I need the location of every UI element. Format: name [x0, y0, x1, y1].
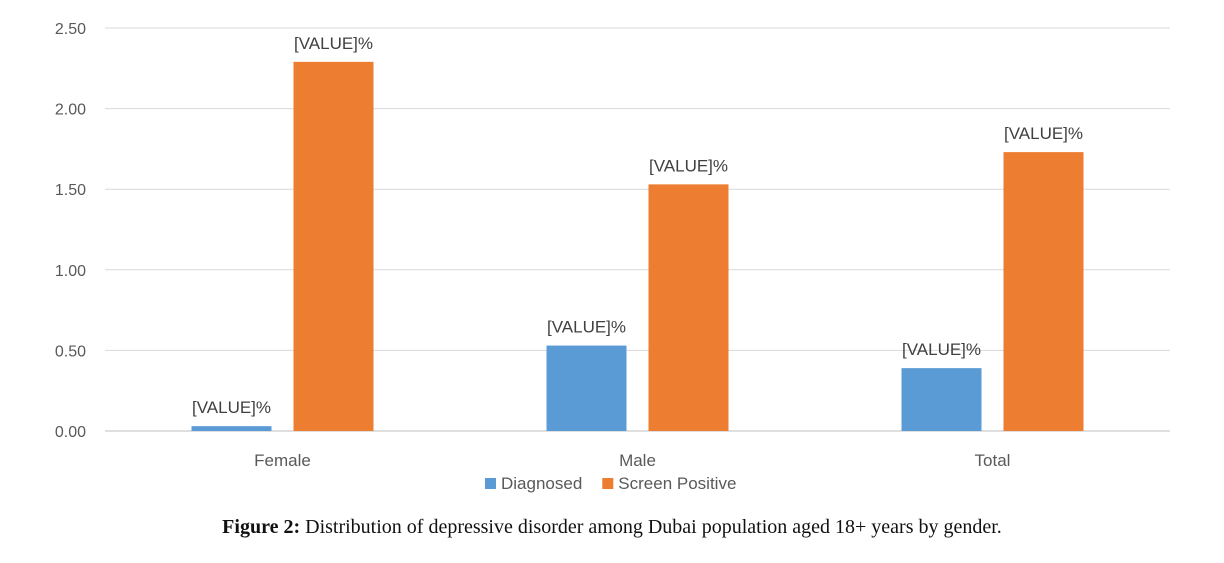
y-tick-label: 1.50: [55, 182, 86, 199]
legend-label: Diagnosed: [501, 474, 582, 493]
bar-chart: 0.00 0.50 1.00 1.50 2.00 2.50 [VALUE]% [VALUE]%…: [55, 21, 1170, 493]
x-category-label: Female: [254, 451, 311, 470]
figure-caption: Figure 2: Distribution of depressive dis…: [0, 516, 1224, 539]
data-label: [VALUE]%: [649, 156, 728, 175]
bar-screen-positive: [1003, 152, 1084, 431]
legend-label: Screen Positive: [618, 474, 736, 493]
legend-swatch-screen-positive: [602, 478, 614, 489]
bar-diagnosed: [191, 426, 272, 431]
y-tick-label: 2.00: [55, 102, 86, 119]
figure-caption-label: Figure 2:: [222, 516, 301, 538]
x-category-label: Male: [619, 451, 656, 470]
y-tick-label: 0.50: [55, 343, 86, 360]
legend-swatch-diagnosed: [485, 478, 496, 489]
x-category-label: Total: [975, 451, 1011, 470]
data-label: [VALUE]%: [192, 398, 271, 417]
data-label: [VALUE]%: [902, 340, 981, 359]
data-label: [VALUE]%: [547, 318, 626, 337]
data-label: [VALUE]%: [294, 34, 373, 53]
bar-screen-positive: [293, 61, 374, 432]
y-tick-label: 2.50: [55, 21, 86, 38]
bar-diagnosed: [546, 345, 627, 431]
figure-caption-text: Distribution of depressive disorder amon…: [300, 516, 1002, 538]
bar-screen-positive: [648, 184, 729, 431]
y-tick-label: 0.00: [55, 424, 86, 441]
bar-diagnosed: [901, 368, 982, 431]
data-label: [VALUE]%: [1004, 124, 1083, 143]
y-tick-label: 1.00: [55, 263, 86, 280]
